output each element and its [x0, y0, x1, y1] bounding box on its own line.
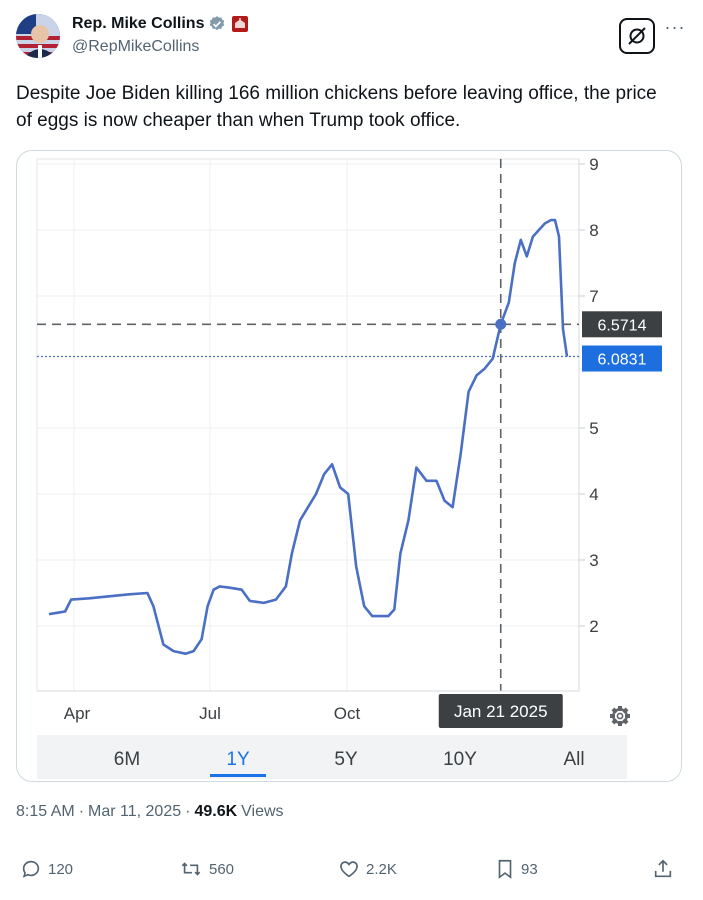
y-tick-label: 9 [589, 155, 598, 174]
heart-icon [340, 861, 358, 878]
post-date[interactable]: Mar 11, 2025 [88, 803, 182, 820]
grok-button[interactable] [619, 18, 655, 54]
range-tab-6m[interactable]: 6M [114, 749, 140, 770]
repost-button[interactable]: 560 [179, 858, 234, 880]
y-tick-label: 5 [589, 419, 598, 438]
reply-button[interactable]: 120 [20, 858, 73, 880]
like-count: 2.2K [366, 860, 397, 878]
current-value-box [582, 345, 662, 372]
crosshair-date-label: Jan 21 2025 [454, 702, 548, 721]
post-time[interactable]: 8:15 AM [16, 803, 75, 820]
range-tab-1y[interactable]: 1Y [226, 749, 250, 770]
series-line [48, 218, 569, 655]
reply-icon [22, 860, 40, 878]
verified-badge-icon [208, 15, 226, 33]
y-tick-label: 8 [589, 221, 598, 240]
chart-image[interactable]: 2 3 4 5 7 8 9 6.5714 6.0831 Apr Jul Oct Jan 21 2025 6… [16, 150, 682, 782]
views-count: 49.6K [194, 803, 238, 820]
bookmark-count: 93 [521, 860, 538, 878]
current-value-label: 6.0831 [598, 352, 647, 369]
crosshair-point [495, 318, 507, 330]
repost-icon [181, 862, 201, 876]
action-bar: 120 560 2.2K 93 [16, 858, 687, 888]
share-icon [654, 859, 672, 878]
range-tab-all[interactable]: All [563, 749, 584, 770]
name-row: Rep. Mike Collins [72, 15, 249, 33]
x-tick-label: Jul [199, 704, 221, 723]
repost-count: 560 [209, 860, 235, 878]
views-label: Views [241, 803, 284, 820]
like-button[interactable]: 2.2K [338, 858, 397, 880]
y-tick-label: 4 [589, 485, 598, 504]
crosshair-value-box [582, 311, 662, 338]
range-tabs-bar [37, 735, 627, 779]
bookmark-button[interactable]: 93 [495, 858, 538, 880]
settings-gear-icon[interactable] [610, 706, 630, 726]
tweet-header: Rep. Mike Collins @RepMikeCollins ··· [16, 12, 687, 62]
crosshair-value-label: 6.5714 [598, 317, 647, 334]
x-tick-label: Apr [64, 704, 91, 723]
separator: · [78, 803, 85, 820]
y-tick-label: 3 [589, 551, 598, 570]
avatar[interactable] [16, 14, 60, 58]
range-tab-5y[interactable]: 5Y [334, 749, 358, 770]
y-tick-label: 7 [589, 287, 598, 306]
range-tab-10y[interactable]: 10Y [443, 749, 477, 770]
tweet-text: Despite Joe Biden killing 166 million ch… [16, 83, 657, 131]
bookmark-icon [498, 859, 512, 879]
egg-price-chart: 2 3 4 5 7 8 9 6.5714 6.0831 Apr Jul Oct Jan 21 2025 6… [36, 155, 662, 779]
reply-count: 120 [48, 860, 74, 878]
grok-icon [628, 27, 646, 45]
x-tick-label: Oct [334, 704, 361, 723]
display-name[interactable]: Rep. Mike Collins [72, 15, 205, 32]
crosshair-date-box [438, 694, 563, 728]
plot-area [36, 158, 580, 692]
more-options-icon[interactable]: ··· [664, 17, 686, 37]
timestamp-row: 8:15 AM · Mar 11, 2025 · 49.6K Views [16, 803, 284, 821]
share-button[interactable] [652, 858, 674, 880]
range-tab-selected-indicator [210, 774, 266, 777]
government-badge-icon [232, 16, 249, 32]
y-tick-label: 2 [589, 617, 598, 636]
separator: · [185, 803, 191, 820]
handle[interactable]: @RepMikeCollins [72, 38, 200, 55]
